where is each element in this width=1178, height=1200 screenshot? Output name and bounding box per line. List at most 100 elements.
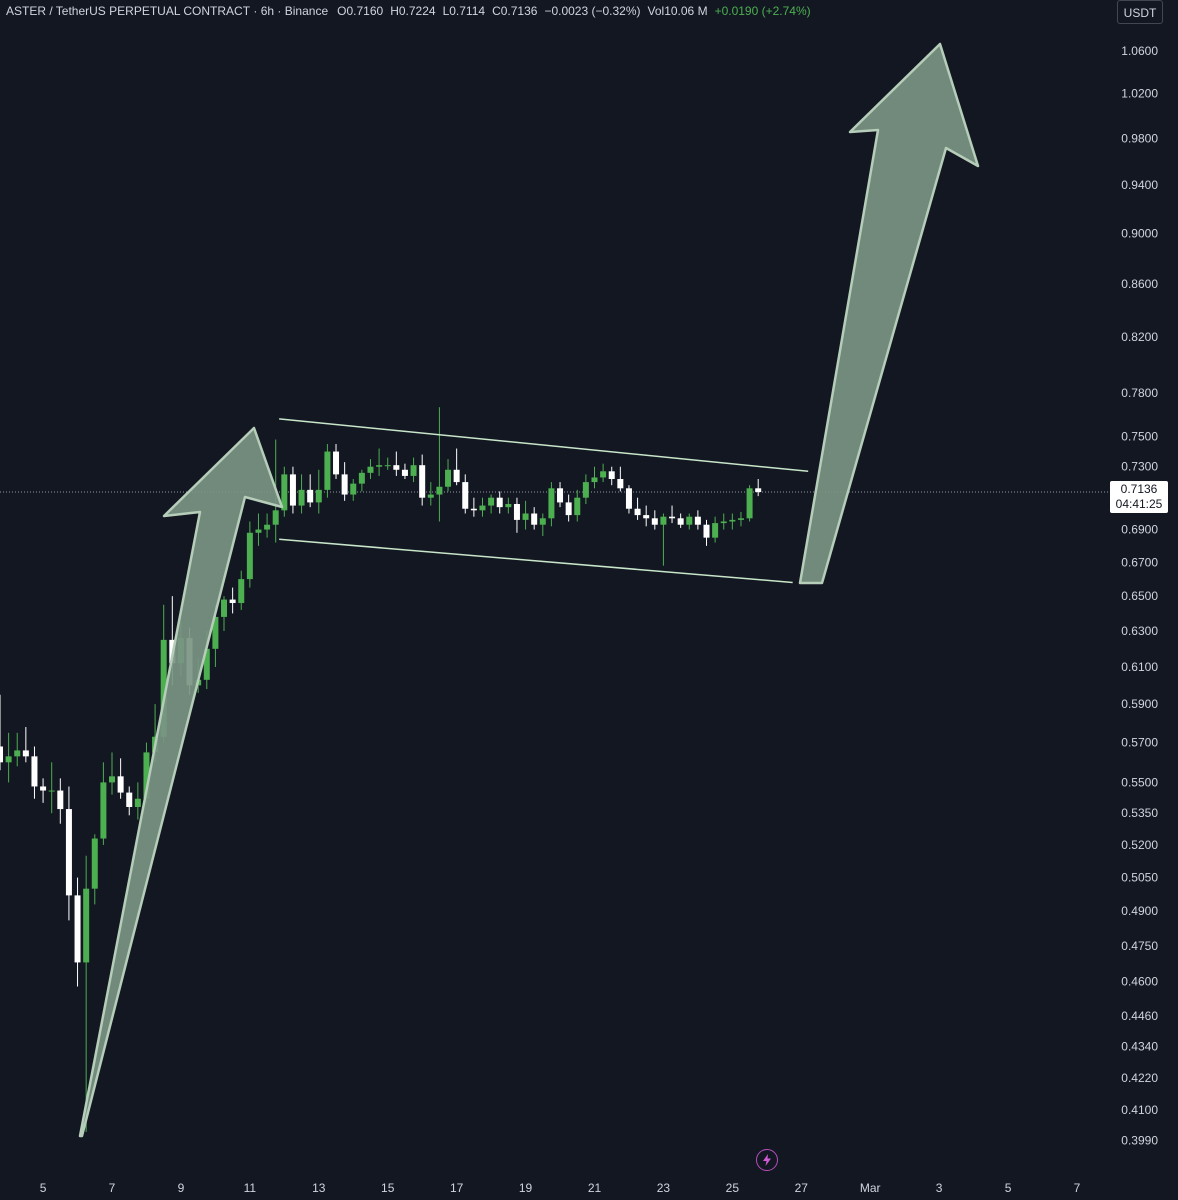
drawings-group[interactable]	[78, 42, 980, 1138]
lightning-bolt-icon[interactable]	[756, 1149, 778, 1171]
price-tick-label: 0.9400	[1121, 178, 1158, 192]
candle-body	[212, 616, 219, 649]
candle	[341, 462, 348, 501]
symbol-header: ASTER / TetherUS PERPETUAL CONTRACT · 6h…	[6, 3, 811, 19]
candle-body	[14, 750, 21, 757]
last-price-label: 0.7136 04:41:25	[1110, 481, 1168, 513]
candle	[289, 466, 296, 514]
candle	[548, 482, 555, 527]
candle	[109, 752, 116, 795]
price-tick-label: 0.4900	[1121, 904, 1158, 918]
high-label: H	[390, 4, 399, 18]
time-tick-label: 5	[1005, 1181, 1012, 1195]
time-tick-label: 5	[40, 1181, 47, 1195]
close-value: 0.7136	[500, 4, 538, 18]
candle-body	[496, 497, 503, 508]
candle	[582, 474, 589, 504]
bar-countdown: 04:41:25	[1115, 497, 1163, 511]
candle	[393, 451, 400, 476]
price-tick-label: 0.8200	[1121, 330, 1158, 344]
candle	[694, 510, 701, 530]
price-axis[interactable]: 1.0600 1.0200 0.9800 0.9400 0.9000 0.8600 0.82…	[1121, 44, 1158, 1147]
candle-body	[255, 529, 262, 533]
candle	[358, 469, 365, 492]
time-axis[interactable]: 5 7 9 11 13 15 17 19 21 23 25 27 Mar 3 5 7	[40, 1181, 1081, 1195]
candle-body	[22, 750, 29, 757]
candle	[100, 762, 107, 845]
channel-upper-line[interactable]	[279, 418, 809, 473]
candle-body	[315, 489, 322, 503]
candle	[677, 513, 684, 528]
candle-body	[109, 776, 116, 783]
arrow-up-left[interactable]	[78, 426, 284, 1138]
candle-body	[453, 469, 460, 483]
candle-body	[57, 790, 64, 810]
time-tick-label: 27	[795, 1181, 809, 1195]
price-tick-label: 0.5200	[1121, 838, 1158, 852]
symbol-name[interactable]: ASTER / TetherUS PERPETUAL CONTRACT	[6, 4, 251, 18]
candle-body	[574, 497, 581, 516]
candle-body	[65, 809, 72, 896]
last-price-value: 0.7136	[1120, 482, 1158, 496]
price-tick-label: 0.9800	[1121, 131, 1158, 145]
candle-body	[600, 471, 607, 478]
arrow-up-right[interactable]	[798, 42, 980, 585]
candle	[643, 505, 650, 527]
candle-body	[333, 451, 340, 475]
candle	[591, 466, 598, 489]
time-tick-label: 19	[519, 1181, 533, 1195]
candle-body	[539, 518, 546, 525]
time-tick-label: 23	[657, 1181, 671, 1195]
high-value: 0.7224	[398, 4, 436, 18]
candle-body	[74, 895, 81, 963]
candle	[255, 513, 262, 546]
candle	[505, 497, 512, 514]
candle-body	[298, 489, 305, 506]
price-tick-label: 0.4600	[1121, 975, 1158, 989]
candle-body	[643, 515, 650, 519]
candle	[65, 786, 72, 921]
candle-body	[660, 516, 667, 525]
change-indicator-value: +0.0190 (+2.74%)	[714, 4, 811, 18]
candle-body	[686, 516, 693, 525]
header-separator: ·	[274, 4, 285, 18]
price-tick-label: 0.7300	[1121, 460, 1158, 474]
open-label: O	[337, 4, 347, 18]
candle	[453, 448, 460, 486]
candles-group	[0, 407, 762, 1132]
candle	[117, 758, 124, 799]
candle-body	[557, 488, 564, 503]
candle-body	[470, 508, 477, 511]
currency-unit-button[interactable]: USDT	[1117, 0, 1163, 24]
candle-body	[505, 503, 512, 508]
price-tick-label: 0.5900	[1121, 697, 1158, 711]
candle	[333, 444, 340, 479]
candle-body	[513, 503, 520, 520]
candle-body	[651, 518, 658, 525]
candle-body	[289, 474, 296, 506]
price-tick-label: 1.0600	[1121, 44, 1158, 58]
candle-body	[281, 474, 288, 511]
candle-body	[548, 488, 555, 519]
candle	[755, 478, 762, 497]
candle-body	[591, 477, 598, 483]
interval-label[interactable]: 6h	[260, 4, 275, 18]
channel-lower-line[interactable]	[279, 538, 793, 584]
candle-body	[117, 776, 124, 793]
price-tick-label: 0.9000	[1121, 226, 1158, 240]
candle-body	[436, 486, 443, 495]
price-tick-label: 0.6900	[1121, 523, 1158, 537]
price-tick-label: 0.4100	[1121, 1103, 1158, 1117]
candle-body	[5, 756, 12, 763]
price-tick-label: 0.5350	[1121, 806, 1158, 820]
candle	[617, 466, 624, 492]
candle	[134, 782, 141, 820]
candle	[427, 482, 434, 506]
price-tick-label: 1.0200	[1121, 87, 1158, 101]
candle	[324, 444, 331, 498]
candle	[367, 459, 374, 479]
candle	[401, 463, 408, 479]
candle	[5, 732, 12, 783]
